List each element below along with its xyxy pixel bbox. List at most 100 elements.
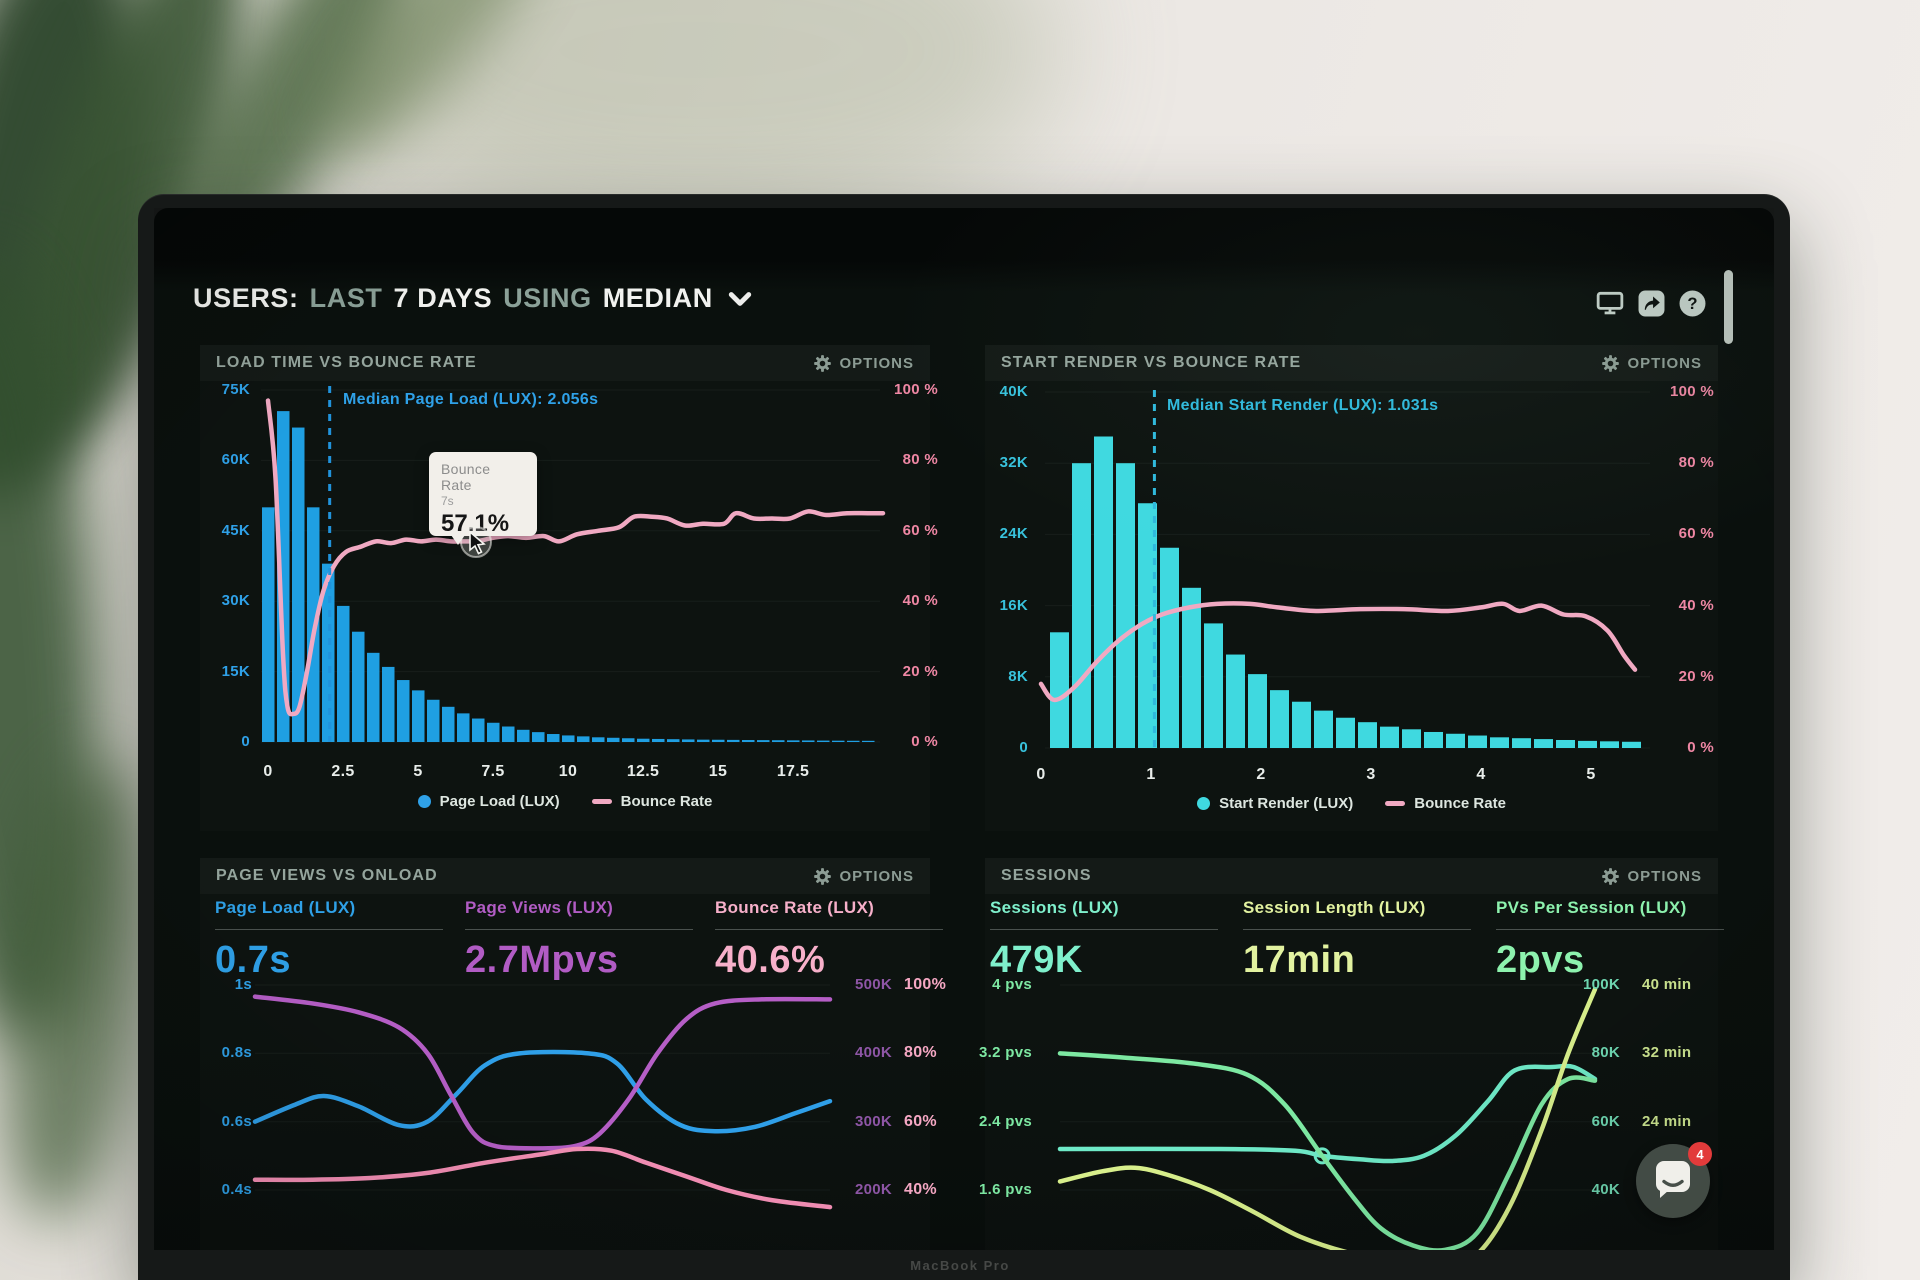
metric-value-session-length: 17min: [1243, 939, 1356, 981]
metric-divider: [990, 929, 1218, 930]
legend-start-render[interactable]: Start Render (LUX): [1197, 795, 1353, 812]
c3-y-left-tick: 0.4s: [221, 1181, 252, 1198]
c1-x-tick: 5: [413, 763, 423, 780]
metric-divider: [1243, 929, 1471, 930]
metric-divider: [465, 929, 693, 930]
tooltip-series: Bounce Rate: [441, 461, 491, 493]
chevron-down-icon[interactable]: [728, 291, 752, 307]
mouse-cursor-icon: [456, 520, 500, 569]
metric-label-pvs-per-session: PVs Per Session (LUX): [1496, 898, 1687, 917]
start-render-chart[interactable]: [980, 378, 1725, 758]
c1-y-right-tick: 40 %: [902, 592, 938, 610]
legend-bounce-rate[interactable]: Bounce Rate: [1385, 795, 1506, 812]
c1-x-tick: 17.5: [776, 763, 810, 780]
c3-y-right-views-tick: 200K: [854, 1181, 892, 1198]
metric-value-page-views: 2.7Mpvs: [465, 939, 619, 981]
gear-icon: [1602, 867, 1620, 885]
metric-divider: [715, 929, 943, 930]
chat-bubble-icon: [1656, 1161, 1690, 1198]
c3-y-right-bounce-tick: 80%: [904, 1044, 937, 1062]
metric-label-page-views: Page Views (LUX): [465, 898, 614, 917]
tooltip-value: 57.1%: [441, 510, 510, 537]
c4-y-left-tick: 3.2 pvs: [979, 1044, 1032, 1062]
c3-y-right-bounce-tick: 60%: [904, 1112, 937, 1130]
tooltip-x-value: 7s: [441, 494, 454, 508]
c2-x-tick: 0: [1036, 766, 1046, 783]
legend-dot-icon: [1197, 797, 1211, 810]
c4-y-right-sessions-tick: 100K: [1582, 976, 1620, 993]
c3-y-left-tick: 0.8s: [221, 1044, 252, 1062]
c2-x-tick: 4: [1476, 766, 1486, 783]
metric-divider: [215, 929, 443, 930]
c2-y-right-tick: 80 %: [1678, 454, 1714, 472]
c1-y-right-tick: 100 %: [893, 381, 938, 398]
c1-y-left-tick: 0: [241, 733, 250, 750]
c1-y-left-tick: 60K: [221, 451, 250, 469]
c1-x-tick: 2.5: [331, 763, 355, 780]
header-word-using: USING: [503, 283, 592, 313]
c3-y-right-bounce-tick: 40%: [904, 1181, 937, 1198]
c1-y-right-tick: 0 %: [911, 733, 938, 750]
median-page-load-label: Median Page Load (LUX): 2.056s: [343, 391, 599, 408]
c2-x-tick: 5: [1586, 766, 1596, 783]
c3-y-left-tick: 1s: [234, 976, 252, 993]
header-days: 7 DAYS: [393, 283, 493, 313]
gear-icon: [814, 354, 832, 372]
c1-y-left-tick: 45K: [221, 521, 250, 539]
c1-y-left-tick: 30K: [221, 592, 250, 610]
scrollbar-thumb[interactable]: [1724, 270, 1733, 344]
c1-x-tick: 10: [558, 763, 578, 780]
help-icon[interactable]: ?: [1678, 289, 1706, 317]
load-time-chart[interactable]: [195, 378, 935, 755]
header-prefix: USERS:: [193, 283, 299, 313]
c1-x-tick: 15: [708, 763, 728, 780]
sessions-chart[interactable]: [985, 970, 1610, 1250]
legend-bounce-rate[interactable]: Bounce Rate: [591, 793, 713, 810]
gear-icon: [814, 867, 832, 885]
options-button-page-views[interactable]: OPTIONS: [814, 868, 914, 885]
median-start-render-label: Median Start Render (LUX): 1.031s: [1167, 397, 1439, 414]
metric-value-bounce-rate: 40.6%: [715, 939, 826, 981]
chat-widget-button[interactable]: 4: [1636, 1142, 1712, 1218]
c4-y-left-tick: 2.4 pvs: [979, 1112, 1032, 1130]
options-button-sessions[interactable]: OPTIONS: [1602, 868, 1702, 885]
panel-title-start-render: START RENDER VS BOUNCE RATE: [1001, 354, 1302, 371]
display-icon[interactable]: [1596, 289, 1624, 317]
c2-y-right-tick: 0 %: [1687, 739, 1714, 756]
c2-y-right-tick: 100 %: [1669, 383, 1714, 400]
c4-y-right-sessions-tick: 60K: [1591, 1112, 1620, 1130]
c1-x-tick: 0: [263, 763, 273, 780]
c2-y-left-tick: 16K: [999, 596, 1028, 614]
c2-y-left-tick: 40K: [999, 383, 1028, 400]
metric-label-bounce-rate: Bounce Rate (LUX): [715, 898, 875, 917]
laptop-brand-text: MacBook Pro: [910, 1258, 1010, 1273]
c3-y-right-views-tick: 300K: [854, 1112, 892, 1130]
options-button-start-render[interactable]: OPTIONS: [1602, 355, 1702, 372]
c2-y-right-tick: 60 %: [1678, 525, 1714, 543]
c4-y-right-sessions-tick: 80K: [1591, 1044, 1620, 1062]
panel-title-load-time: LOAD TIME VS BOUNCE RATE: [216, 354, 477, 371]
share-icon[interactable]: [1637, 289, 1665, 317]
c1-y-right-tick: 60 %: [902, 521, 938, 539]
legend-label: Bounce Rate: [1414, 795, 1506, 812]
metric-value-sessions: 479K: [990, 939, 1083, 981]
metric-value-page-load: 0.7s: [215, 939, 291, 981]
c3-y-right-views-tick: 500K: [854, 976, 892, 993]
c1-y-right-tick: 80 %: [902, 451, 938, 469]
dashboard-title-dropdown[interactable]: USERS: LAST 7 DAYS USING MEDIAN: [193, 283, 752, 314]
options-button-load-time[interactable]: OPTIONS: [814, 355, 914, 372]
legend-dot-icon: [417, 795, 431, 808]
c2-x-tick: 2: [1256, 766, 1266, 783]
c1-x-tick: 7.5: [481, 763, 505, 780]
options-label: OPTIONS: [1627, 867, 1702, 885]
c3-y-right-views-tick: 400K: [854, 1044, 892, 1062]
c4-y-left-tick: 1.6 pvs: [979, 1181, 1032, 1198]
c2-y-left-tick: 8K: [1008, 667, 1028, 685]
c4-y-right-length-tick: 24 min: [1642, 1112, 1692, 1130]
legend-page-load[interactable]: Page Load (LUX): [417, 793, 560, 810]
c4-y-left-tick: 4 pvs: [992, 976, 1032, 993]
c2-y-left-tick: 24K: [999, 525, 1028, 543]
chat-unread-badge: 4: [1688, 1142, 1712, 1166]
legend-label: Bounce Rate: [620, 793, 713, 810]
page-views-chart[interactable]: [200, 970, 868, 1250]
